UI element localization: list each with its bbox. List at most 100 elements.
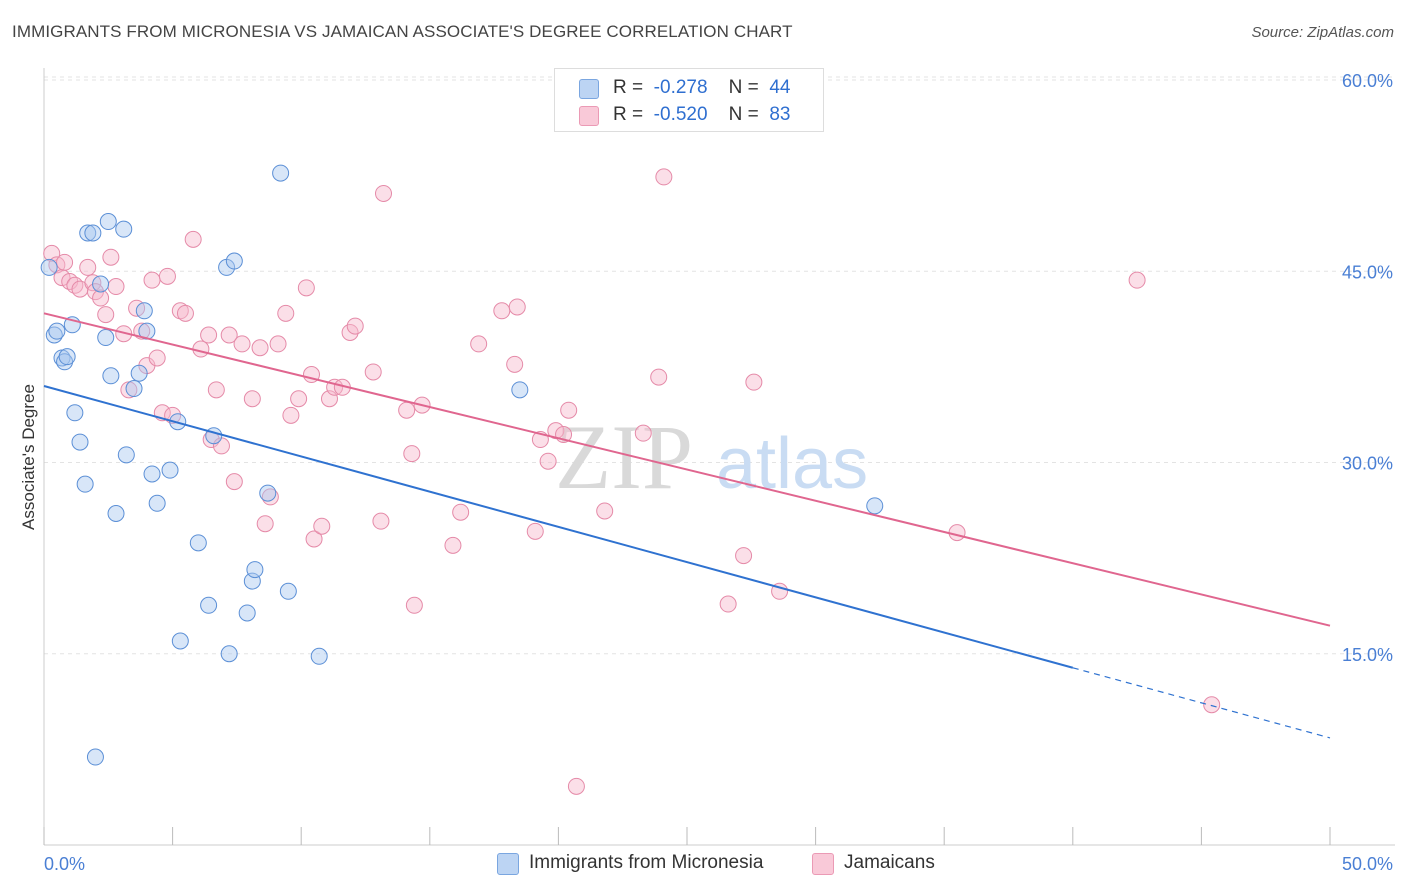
micronesia-point [102, 367, 120, 385]
micronesia-point [189, 534, 207, 552]
y-tick-label: 15.0% [1342, 645, 1393, 665]
micronesia-point [58, 348, 76, 366]
jamaicans-point [493, 302, 511, 320]
jamaicans-point [567, 777, 585, 795]
jamaicans-point [506, 355, 524, 373]
axes [43, 68, 1395, 846]
x-tick-label-max: 50.0% [1342, 854, 1393, 874]
y-tick-labels: 15.0% 30.0% 45.0% 60.0% [1342, 71, 1393, 665]
micronesia-point [246, 561, 264, 579]
micronesia-point [310, 647, 328, 665]
micronesia-point [238, 604, 256, 622]
micronesia-point [71, 433, 89, 451]
jamaicans-point [269, 335, 287, 353]
gridlines [44, 76, 1395, 655]
legend-n-value: 83 [769, 104, 791, 125]
jamaicans-point [107, 278, 125, 296]
jamaicans-point [277, 304, 295, 322]
micronesia-point [48, 322, 66, 340]
jamaicans-point [398, 401, 416, 419]
jamaicans-point [148, 349, 166, 367]
micronesia-point [125, 380, 143, 398]
jamaicans-point [745, 373, 763, 391]
jamaicans-point [225, 473, 243, 491]
y-axis-label: Associate's Degree [19, 384, 38, 530]
source-credit: Source: ZipAtlas.com [1251, 24, 1394, 41]
jamaicans-point [97, 306, 115, 324]
jamaicans-point [539, 452, 557, 470]
jamaicans-point [560, 401, 578, 419]
jamaicans-point [251, 339, 269, 357]
jamaicans-point [403, 445, 421, 463]
legend-r-label: R = [613, 104, 644, 125]
jamaicans-point [526, 522, 544, 540]
micronesia-point [135, 302, 153, 320]
jamaicans-point [256, 515, 274, 533]
micronesia-point [107, 505, 125, 522]
jamaicans-point [444, 536, 462, 554]
watermark: ZIP atlas [555, 406, 868, 508]
jamaicans-point [1203, 696, 1221, 714]
jamaicans-point [346, 317, 364, 335]
micronesia-point [279, 582, 297, 600]
jamaicans-point [176, 304, 194, 322]
jamaicans-point [948, 524, 966, 542]
bottom-legend-label: Jamaicans [844, 852, 935, 873]
legend-n-label: N = [728, 77, 759, 98]
jamaicans-point [243, 390, 261, 408]
legend-r-label: R = [613, 77, 644, 98]
jamaicans-point [634, 424, 652, 442]
jamaicans-point [297, 279, 315, 297]
trend-lines [43, 312, 1331, 739]
jamaicans-point [596, 502, 614, 520]
jamaicans-point [375, 184, 393, 202]
jamaicans-point [192, 340, 210, 358]
watermark-zip: ZIP [555, 406, 693, 508]
jamaicans-point [364, 363, 382, 381]
jamaicans-point [655, 168, 673, 186]
micronesia-point [259, 484, 277, 502]
micronesia-trend-line [43, 385, 1074, 669]
micronesia-point [86, 748, 104, 766]
chart-title: IMMIGRANTS FROM MICRONESIA VS JAMAICAN A… [12, 22, 793, 41]
micronesia-point [76, 475, 94, 493]
micronesia-point [220, 645, 238, 663]
jamaicans-point [452, 503, 470, 521]
micronesia-point [79, 224, 97, 242]
y-tick-label: 60.0% [1342, 71, 1393, 91]
jamaicans-point [92, 289, 110, 307]
jamaicans-point [313, 517, 331, 535]
jamaicans-point [171, 302, 189, 320]
micronesia-point [148, 494, 166, 512]
micronesia-point [40, 258, 58, 276]
legend-r-value: -0.520 [653, 104, 708, 125]
jamaicans-point [508, 298, 526, 316]
jamaicans-point [207, 381, 225, 399]
jamaicans-point [470, 335, 488, 353]
micronesia-point [117, 446, 135, 464]
jamaicans-point [158, 267, 176, 285]
y-tick-label: 30.0% [1342, 454, 1393, 474]
bottom-legend-label: Immigrants from Micronesia [529, 852, 764, 873]
legend-r-value: -0.278 [653, 77, 708, 98]
legend-swatch-blue [579, 79, 599, 99]
micronesia-point [130, 364, 148, 382]
legend-n-value: 44 [769, 77, 791, 98]
micronesia-point [99, 213, 117, 231]
jamaicans-point [735, 547, 753, 565]
micronesia-point [200, 596, 218, 614]
jamaicans-point [719, 595, 737, 613]
legend-swatch-pink [579, 106, 599, 126]
micronesia-point [143, 465, 161, 483]
jamaicans-point [290, 390, 308, 408]
jamaicans-point [220, 326, 238, 344]
micronesia-point [511, 381, 529, 399]
micronesia-point [66, 404, 84, 422]
micronesia-point [92, 275, 110, 293]
watermark-atlas: atlas [716, 424, 868, 504]
jamaicans-point [650, 368, 668, 386]
jamaicans-trend-line [43, 312, 1331, 627]
micronesia-point [272, 164, 290, 182]
x-tick-labels: 0.0% 50.0% [44, 854, 1393, 874]
